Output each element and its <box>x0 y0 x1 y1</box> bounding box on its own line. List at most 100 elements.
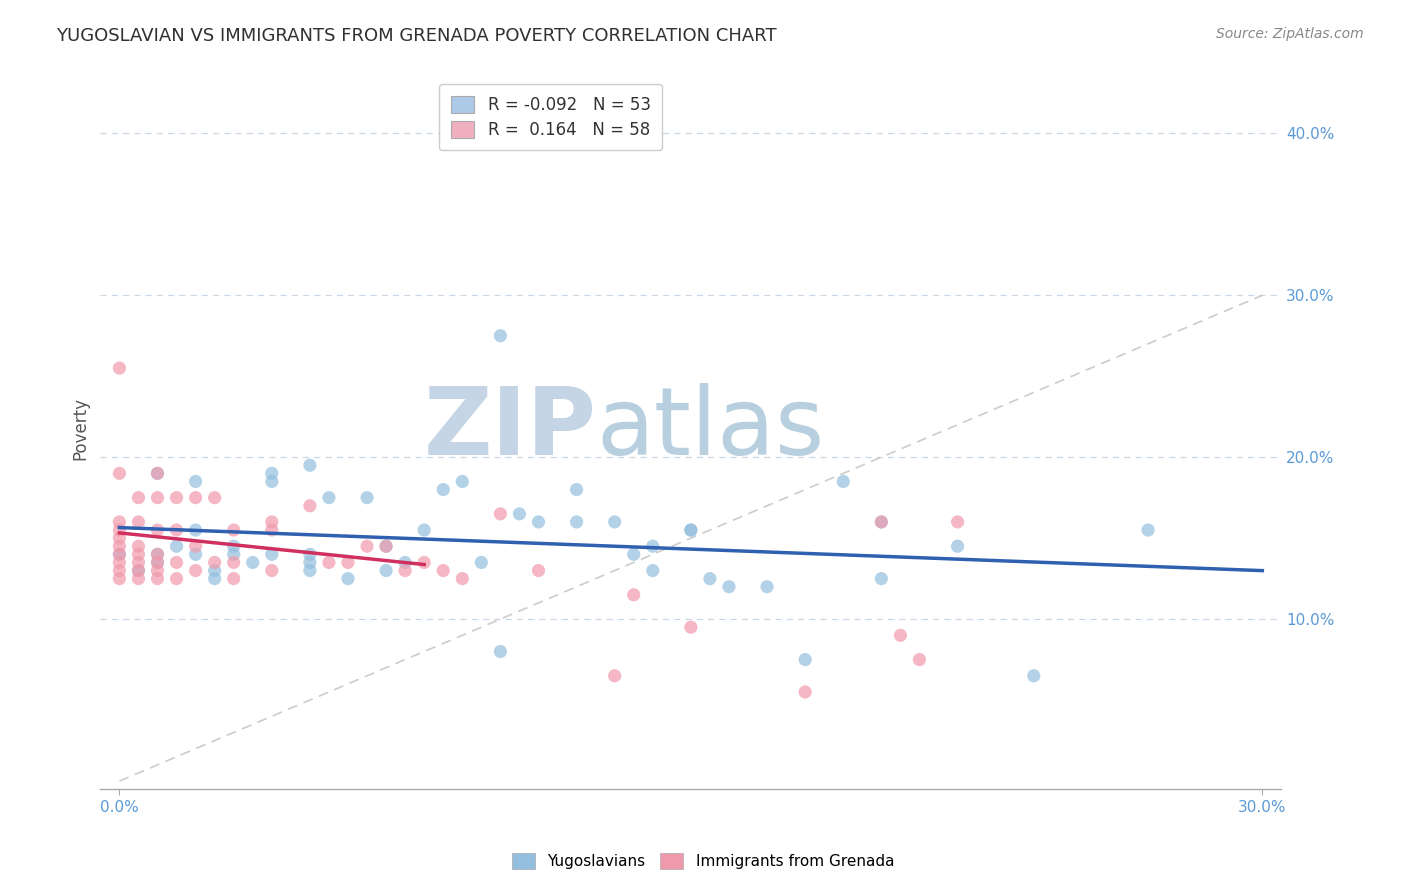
Point <box>413 556 436 570</box>
Point <box>375 564 398 578</box>
Point <box>127 491 149 505</box>
Point <box>908 652 931 666</box>
Point <box>794 652 817 666</box>
Point <box>451 475 474 489</box>
Text: atlas: atlas <box>596 383 825 475</box>
Point <box>184 547 207 561</box>
Point <box>108 361 131 376</box>
Point <box>794 685 817 699</box>
Point <box>204 556 226 570</box>
Point <box>108 515 131 529</box>
Point <box>146 572 169 586</box>
Point <box>508 507 530 521</box>
Point <box>222 547 245 561</box>
Point <box>1137 523 1160 537</box>
Point <box>603 515 626 529</box>
Point <box>756 580 779 594</box>
Point <box>298 556 321 570</box>
Point <box>832 475 855 489</box>
Point <box>127 564 149 578</box>
Point <box>337 572 360 586</box>
Point <box>375 539 398 553</box>
Point <box>260 523 283 537</box>
Point <box>946 539 969 553</box>
Point <box>298 564 321 578</box>
Point <box>108 539 131 553</box>
Point <box>146 564 169 578</box>
Point <box>870 515 893 529</box>
Point <box>356 491 378 505</box>
Legend: R = -0.092   N = 53, R =  0.164   N = 58: R = -0.092 N = 53, R = 0.164 N = 58 <box>440 84 662 151</box>
Text: Source: ZipAtlas.com: Source: ZipAtlas.com <box>1216 27 1364 41</box>
Point <box>166 523 188 537</box>
Point <box>451 572 474 586</box>
Point <box>242 556 264 570</box>
Point <box>298 458 321 473</box>
Point <box>222 539 245 553</box>
Point <box>260 475 283 489</box>
Point <box>127 564 149 578</box>
Point <box>260 547 283 561</box>
Point <box>260 515 283 529</box>
Point <box>146 556 169 570</box>
Point <box>889 628 911 642</box>
Point <box>298 547 321 561</box>
Legend: Yugoslavians, Immigrants from Grenada: Yugoslavians, Immigrants from Grenada <box>506 847 900 875</box>
Point <box>260 467 283 481</box>
Point <box>146 547 169 561</box>
Point <box>565 515 588 529</box>
Point <box>470 556 492 570</box>
Point <box>527 515 550 529</box>
Point <box>146 523 169 537</box>
Point <box>127 572 149 586</box>
Point <box>108 547 131 561</box>
Point <box>184 564 207 578</box>
Text: YUGOSLAVIAN VS IMMIGRANTS FROM GRENADA POVERTY CORRELATION CHART: YUGOSLAVIAN VS IMMIGRANTS FROM GRENADA P… <box>56 27 778 45</box>
Text: ZIP: ZIP <box>423 383 596 475</box>
Point <box>222 523 245 537</box>
Point <box>204 491 226 505</box>
Point <box>127 515 149 529</box>
Point <box>108 556 131 570</box>
Point <box>166 572 188 586</box>
Point <box>146 547 169 561</box>
Point <box>489 507 512 521</box>
Point <box>184 475 207 489</box>
Point <box>184 539 207 553</box>
Point <box>679 523 702 537</box>
Point <box>166 491 188 505</box>
Point <box>641 564 664 578</box>
Point <box>260 564 283 578</box>
Point <box>108 531 131 545</box>
Point <box>204 572 226 586</box>
Point <box>1022 669 1045 683</box>
Point <box>204 564 226 578</box>
Point <box>394 556 416 570</box>
Point <box>166 556 188 570</box>
Point <box>166 539 188 553</box>
Point <box>298 499 321 513</box>
Point <box>146 556 169 570</box>
Point <box>184 523 207 537</box>
Point <box>870 572 893 586</box>
Point <box>679 523 702 537</box>
Point <box>946 515 969 529</box>
Point <box>127 539 149 553</box>
Point <box>565 483 588 497</box>
Point <box>108 572 131 586</box>
Point <box>489 328 512 343</box>
Point <box>222 556 245 570</box>
Point <box>432 483 454 497</box>
Point <box>432 564 454 578</box>
Point <box>108 564 131 578</box>
Point <box>623 547 645 561</box>
Point <box>527 564 550 578</box>
Point <box>184 491 207 505</box>
Point <box>717 580 740 594</box>
Point <box>623 588 645 602</box>
Point <box>394 564 416 578</box>
Point <box>489 644 512 658</box>
Point <box>375 539 398 553</box>
Point <box>108 523 131 537</box>
Point <box>356 539 378 553</box>
